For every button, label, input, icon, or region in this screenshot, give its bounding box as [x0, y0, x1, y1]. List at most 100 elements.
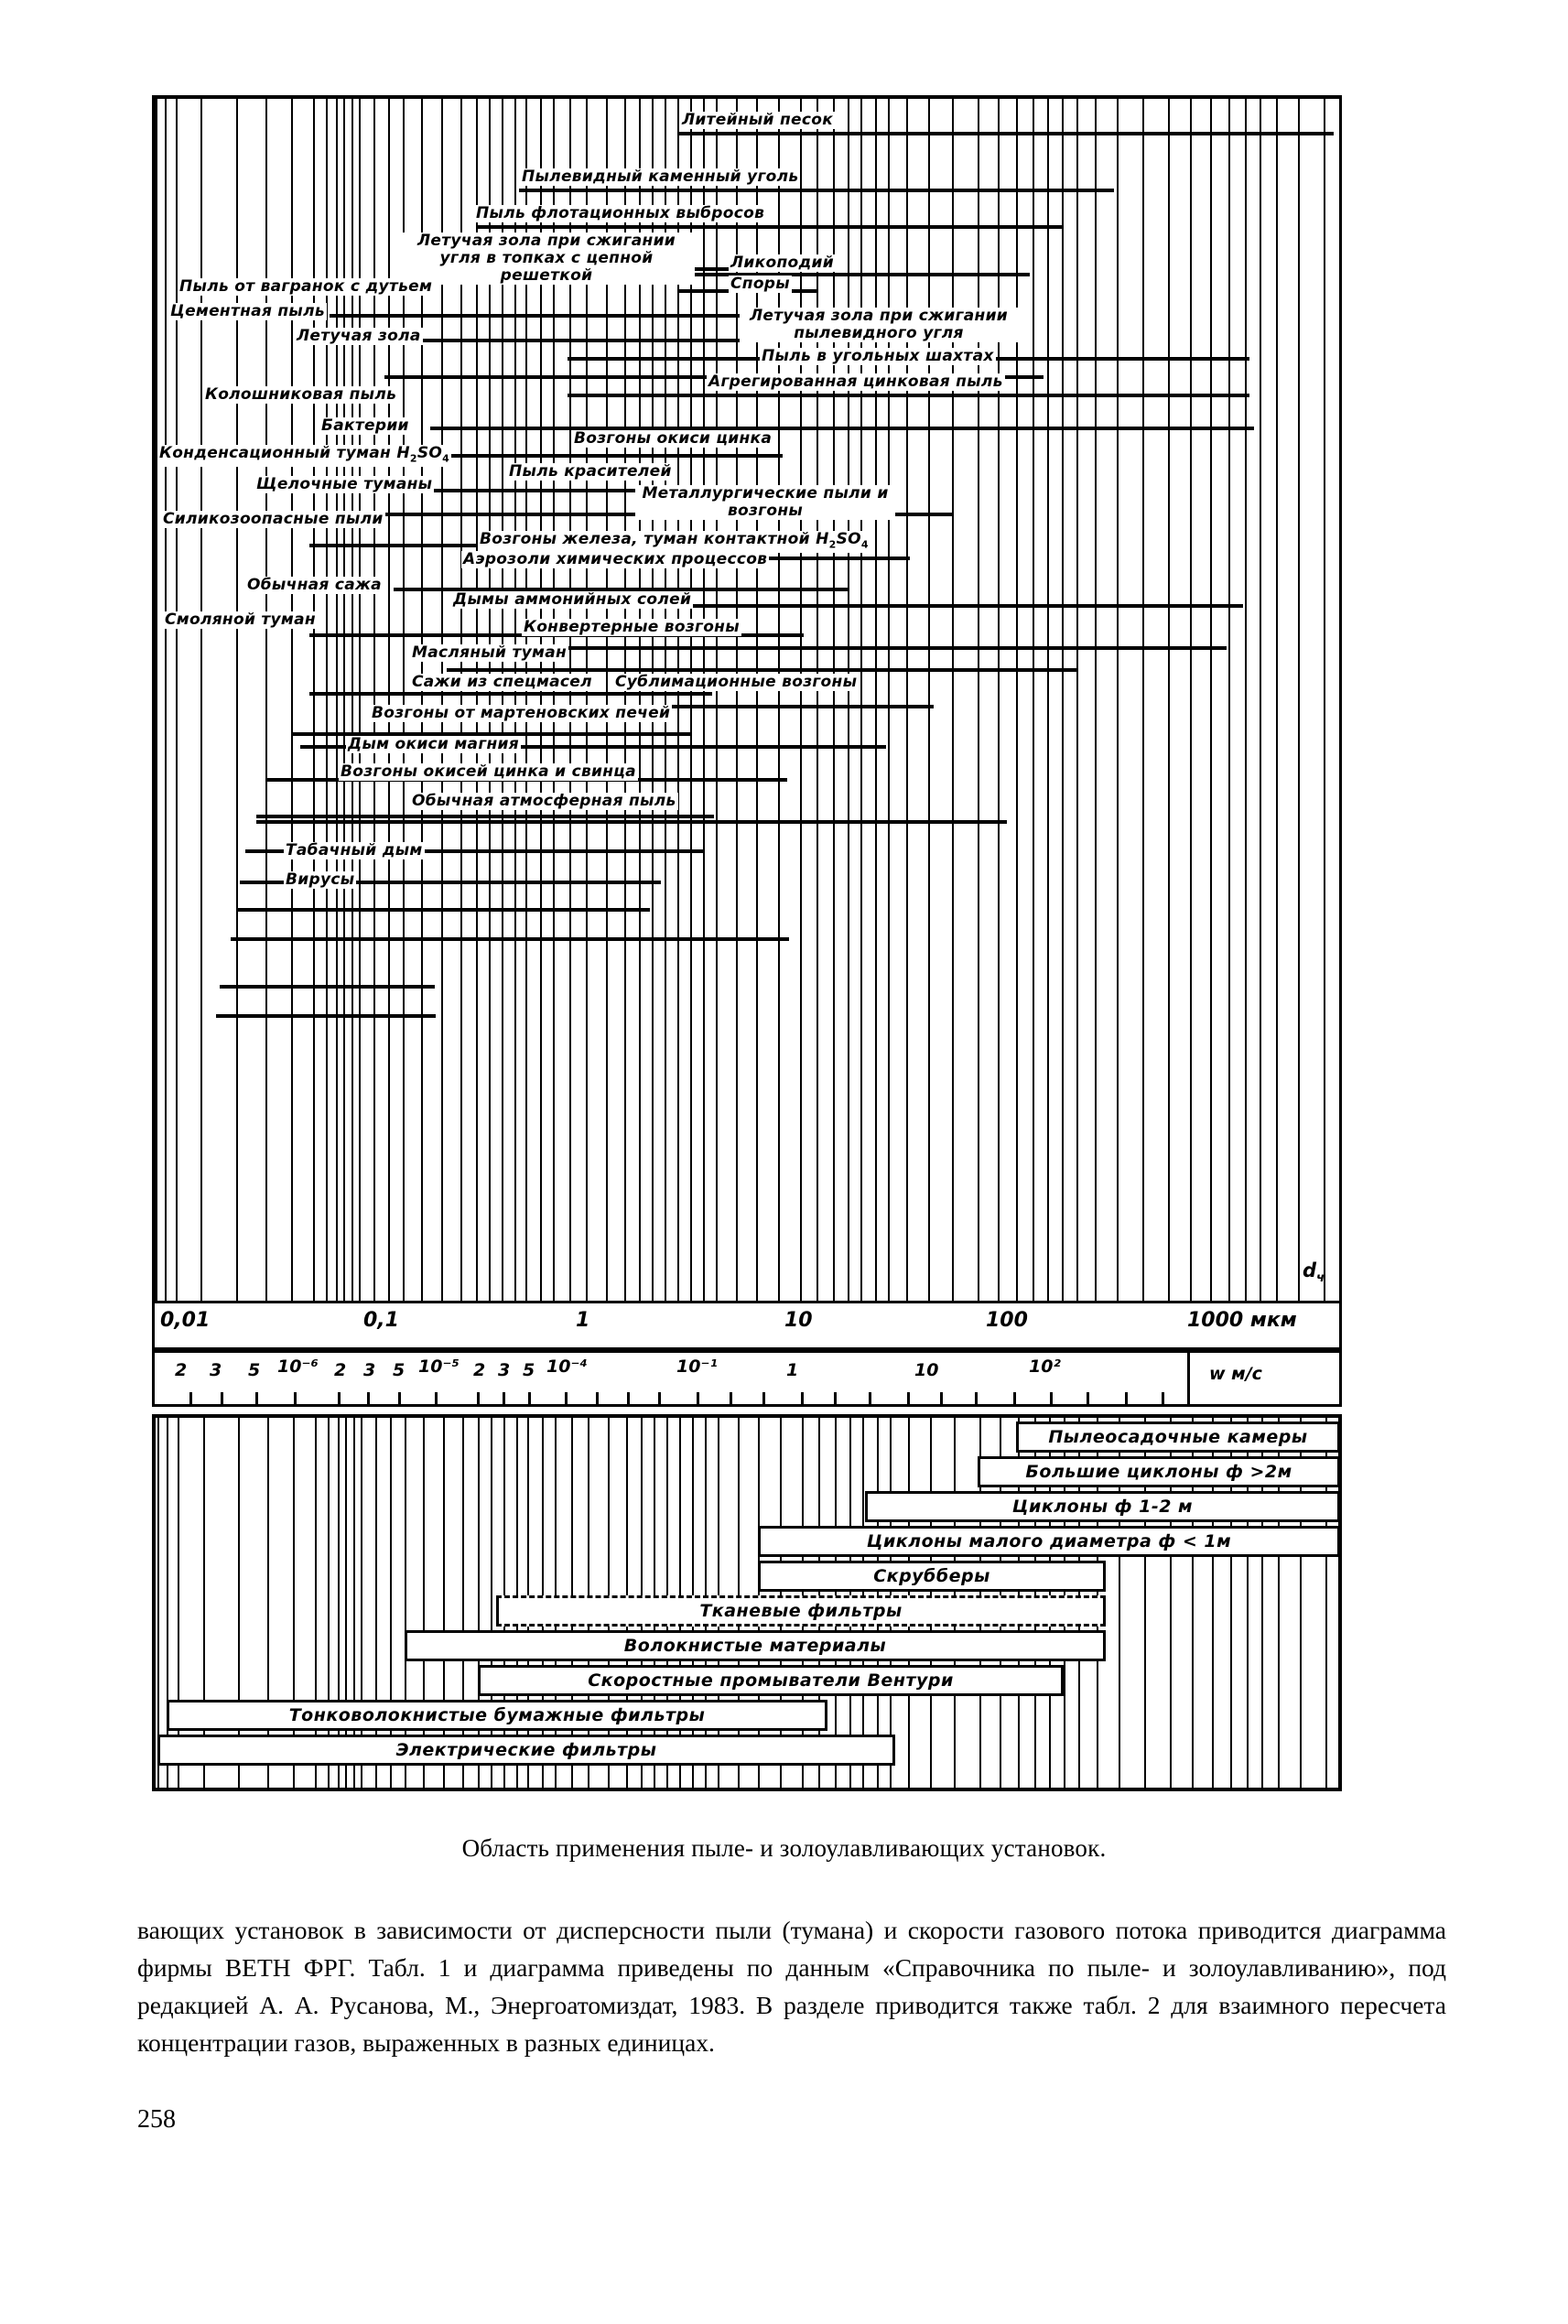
range-bar [330, 314, 897, 318]
axis-tick-label: 3 [498, 1360, 511, 1380]
particle-label: Обычная атмосферная пыль [410, 792, 678, 810]
axis-tick-label: 3 [363, 1360, 376, 1380]
range-bar [238, 908, 650, 912]
particle-size-panel: Литейный песок Пылевидный каменный уголь… [152, 95, 1342, 1301]
particle-label: Летучая зола при сжигании угля в топках … [398, 232, 695, 285]
velocity-unit-label: w м/с [1209, 1364, 1262, 1384]
axis-tick-label: 10⁻¹ [676, 1357, 718, 1377]
device-label: Циклоны малого диаметра ф < 1м [866, 1531, 1232, 1551]
particle-label: Металлургические пыли и возгоны [635, 485, 895, 520]
particle-label: Пыль флотационных выбросов [474, 204, 767, 222]
particle-label: Летучая зола при сжигании пылевидного уг… [740, 308, 1018, 342]
particle-label: Возгоны железа, туман контактной H2SO4 [478, 530, 871, 554]
range-bar [421, 705, 934, 708]
particle-label: Бактерии [319, 416, 411, 435]
range-bar [256, 815, 714, 818]
particle-label: Ликоподий [729, 254, 836, 272]
particle-label: Пыль в угольных шахтах [760, 347, 996, 365]
particle-label: Аэрозоли химических процессов [461, 550, 770, 568]
device-label: Большие циклоны ф >2м [1025, 1462, 1292, 1482]
particle-label: Пылевидный каменный уголь [520, 168, 801, 186]
particle-label: Возгоны окисей цинка и свинца [339, 762, 638, 781]
particle-label: Дымы аммонийных солей [451, 590, 694, 609]
particle-label: Сублимационные возгоны [613, 673, 860, 691]
device-row: Большие циклоны ф >2м [978, 1456, 1340, 1487]
size-axis: 0,01 0,1 1 10 100 1000 мкм [152, 1301, 1342, 1350]
range-bar [256, 820, 1007, 824]
particle-label: Масляный туман [410, 643, 569, 662]
device-label: Скоростные промыватели Вентури [588, 1670, 954, 1691]
particle-label: Смоляной туман [163, 611, 318, 629]
particle-label: Пыль от вагранок с дутьем [178, 277, 435, 296]
axis-tick-label: 10 [914, 1360, 939, 1380]
particle-label: Сажи из спецмасел [410, 673, 594, 691]
particle-label: Литейный песок [680, 111, 836, 129]
range-bar [216, 1014, 436, 1018]
range-bar [330, 454, 783, 458]
device-row: Электрические фильтры [157, 1735, 895, 1766]
particle-label: Вирусы [284, 870, 357, 889]
device-row: Скоростные промыватели Вентури [478, 1665, 1064, 1696]
device-row: Циклоны малого диаметра ф < 1м [758, 1526, 1340, 1557]
range-bar [231, 937, 789, 941]
particle-label: Цементная пыль [168, 302, 327, 320]
axis-tick-label: 5 [248, 1360, 261, 1380]
particle-label: Силикозоопасные пыли [161, 510, 385, 528]
range-bar [476, 225, 1062, 229]
device-label: Циклоны ф 1-2 м [1011, 1497, 1194, 1517]
axis-tick-label: 2 [473, 1360, 486, 1380]
body-paragraph-text: вающих установок в зависимости от диспер… [137, 1916, 1446, 2057]
range-bar [679, 132, 1334, 135]
device-panel: Пылеосадочные камеры Большие циклоны ф >… [152, 1414, 1342, 1791]
particle-label: Конвертерные возгоны [522, 618, 741, 636]
body-paragraph: вающих установок в зависимости от диспер… [137, 1911, 1446, 2061]
particle-label: Колошниковая пыль [203, 385, 399, 404]
device-row: Пылеосадочные камеры [1016, 1421, 1340, 1453]
device-row: Циклоны ф 1-2 м [865, 1491, 1340, 1522]
device-label: Пылеосадочные камеры [1048, 1427, 1308, 1447]
particle-label: Возгоны окиси цинка [572, 429, 774, 448]
range-bar [240, 881, 661, 884]
range-bar [474, 604, 1243, 608]
range-bar [309, 692, 712, 696]
axis-tick-label: 10⁻⁵ [418, 1357, 460, 1377]
page-number: 258 [137, 2105, 176, 2134]
axis-tick-label: 5 [523, 1360, 535, 1380]
range-bar [522, 646, 1227, 650]
axis-tick-label: 0,01 [160, 1309, 211, 1332]
device-label: Тонковолокнистые бумажные фильтры [288, 1705, 706, 1725]
axis-unit-label: 1000 мкм [1187, 1309, 1297, 1332]
velocity-axis: 2 3 5 10⁻⁶ 2 3 5 10⁻⁵ 2 3 5 10⁻⁴ 10⁻¹ 1 … [152, 1350, 1342, 1407]
device-label: Тканевые фильтры [699, 1601, 903, 1621]
axis-tick-label: 2 [334, 1360, 347, 1380]
particle-label: Агрегированная цинковая пыль [707, 373, 1005, 391]
device-row: Волокнистые материалы [405, 1630, 1106, 1661]
particle-label: Возгоны от мартеновских печей [370, 704, 673, 722]
device-label: Волокнистые материалы [623, 1636, 887, 1656]
range-bar [330, 339, 897, 342]
axis-tick-label: 3 [210, 1360, 222, 1380]
axis-tick-label: 10 [784, 1309, 813, 1332]
particle-label: Споры [729, 275, 792, 293]
device-row: Тонковолокнистые бумажные фильтры [167, 1700, 827, 1731]
range-bar [394, 588, 849, 591]
range-bar [293, 732, 691, 736]
axis-tick-label: 1 [786, 1360, 799, 1380]
range-bar [300, 745, 886, 749]
device-row: Тканевые фильтры [496, 1595, 1106, 1627]
range-bar [398, 273, 1030, 276]
particle-label: Табачный дым [284, 841, 425, 859]
axis-tick-label: 0,1 [363, 1309, 399, 1332]
particle-label: Летучая зола [295, 327, 423, 345]
range-bar [447, 668, 1078, 672]
device-label: Электрические фильтры [395, 1740, 657, 1760]
particle-label: Обычная сажа [245, 576, 384, 594]
axis-tick-label: 10⁻⁶ [277, 1357, 319, 1377]
axis-symbol-dch: dч [1303, 1259, 1325, 1286]
figure-caption: Область применения пыле- и золоулавливаю… [461, 1834, 1107, 1862]
particle-label: Щелочные туманы [254, 475, 435, 493]
particle-label: Пыль красителей [507, 462, 674, 481]
device-row: Скрубберы [758, 1561, 1106, 1592]
axis-tick-label: 100 [986, 1309, 1028, 1332]
range-bar [430, 489, 694, 492]
